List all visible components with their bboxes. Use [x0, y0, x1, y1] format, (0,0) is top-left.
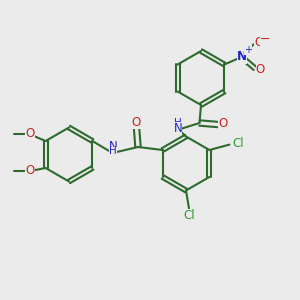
- Text: +: +: [244, 45, 252, 56]
- Text: H: H: [109, 146, 117, 157]
- Text: O: O: [26, 164, 34, 177]
- Text: O: O: [256, 63, 265, 76]
- Text: −: −: [260, 32, 270, 46]
- Text: N: N: [236, 50, 247, 64]
- Text: N: N: [173, 122, 182, 135]
- Text: O: O: [131, 116, 140, 129]
- Text: O: O: [26, 127, 34, 140]
- Text: N: N: [109, 140, 118, 153]
- Text: Cl: Cl: [232, 136, 244, 150]
- Text: Cl: Cl: [184, 208, 195, 222]
- Text: O: O: [254, 36, 263, 50]
- Text: H: H: [174, 118, 182, 128]
- Text: O: O: [218, 117, 227, 130]
